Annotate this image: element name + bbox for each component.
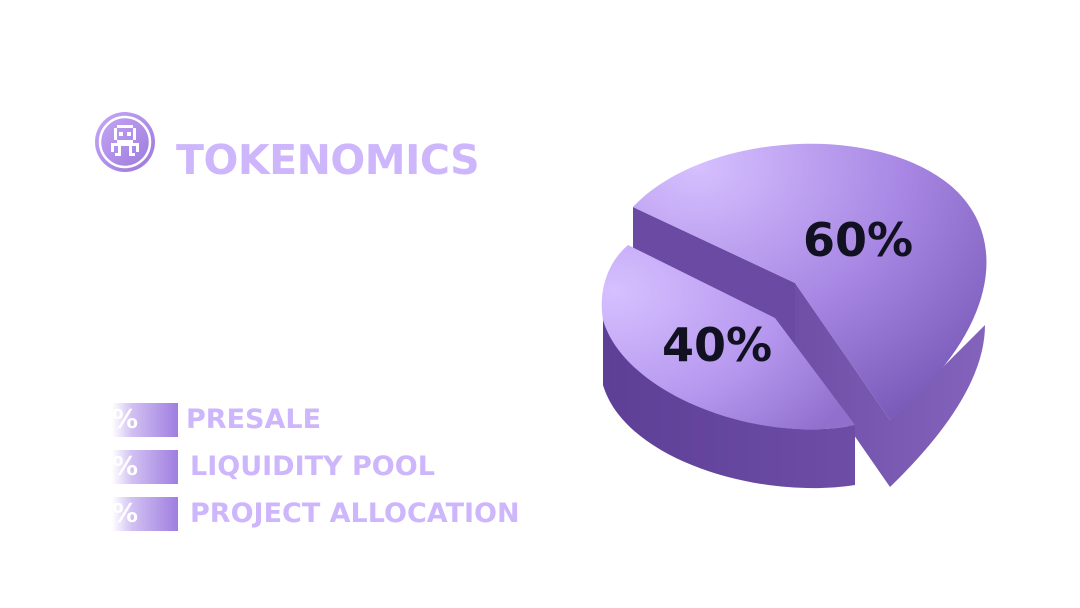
pie-label-60: 60% [803, 213, 913, 267]
pixel-robot-icon [95, 112, 155, 172]
legend-label: LIQUIDITY POOL [190, 451, 435, 482]
legend-percent: % [112, 452, 139, 482]
legend-swatch: % [112, 497, 178, 531]
legend-label: PRESALE [186, 404, 322, 435]
page-title: TOKENOMICS [176, 136, 480, 184]
legend-swatch: % [112, 403, 178, 437]
pie-slice-side [603, 290, 855, 489]
legend-swatch: % [112, 450, 178, 484]
pie-slice-60 [633, 143, 987, 421]
legend-label: PROJECT ALLOCATION [190, 498, 520, 529]
legend-item-project-allocation: % PROJECT ALLOCATION [112, 497, 520, 531]
pie-label-40: 40% [662, 318, 772, 372]
pie-slice-side [795, 283, 985, 487]
legend-percent: % [112, 405, 139, 435]
legend-item-presale: % PRESALE [112, 403, 321, 437]
pie-chart: 60% 40% [601, 143, 987, 489]
legend-percent: % [112, 499, 139, 529]
legend-item-liquidity-pool: % LIQUIDITY POOL [112, 450, 435, 484]
pie-slice-40 [601, 245, 855, 430]
